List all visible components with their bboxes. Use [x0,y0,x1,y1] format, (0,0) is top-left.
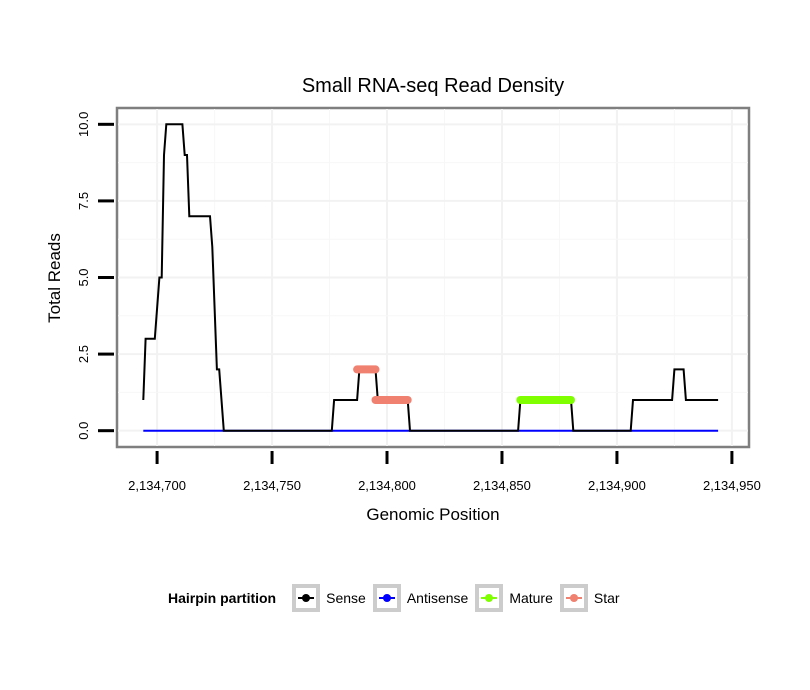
chart-title: Small RNA-seq Read Density [302,75,564,97]
x-tick-label: 2,134,900 [588,478,646,493]
legend-key-mature [475,584,504,612]
y-tick-label: 2.5 [76,345,91,363]
legend-key-antisense [372,584,401,612]
x-tick-label: 2,134,700 [128,478,186,493]
x-axis: 2,134,700 2,134,750 2,134,800 2,134,850 2,13… [128,451,761,493]
sense-line [142,123,719,432]
legend-label-antisense: Antisense [406,590,469,606]
y-tick-label: 7.5 [76,192,91,210]
x-tick-label: 2,134,950 [703,478,761,493]
legend-label-star: Star [593,590,620,606]
legend: Hairpin partition Sense Antisense Mature… [168,581,627,615]
legend-title: Hairpin partition [168,590,277,606]
x-tick-label: 2,134,800 [358,478,416,493]
y-axis: 0.0 2.5 5.0 7.5 10.0 [76,112,114,440]
legend-key-sense [292,584,321,612]
series-layer [142,123,719,432]
y-tick-label: 10.0 [76,112,91,137]
legend-label-mature: Mature [509,590,553,606]
y-axis-label: Total Reads [45,233,64,323]
x-tick-label: 2,134,750 [243,478,301,493]
legend-key-star [559,584,588,612]
legend-label-sense: Sense [326,590,366,606]
x-axis-label: Genomic Position [366,505,499,524]
y-tick-label: 5.0 [76,268,91,286]
x-tick-label: 2,134,850 [473,478,531,493]
y-tick-label: 0.0 [76,422,91,440]
